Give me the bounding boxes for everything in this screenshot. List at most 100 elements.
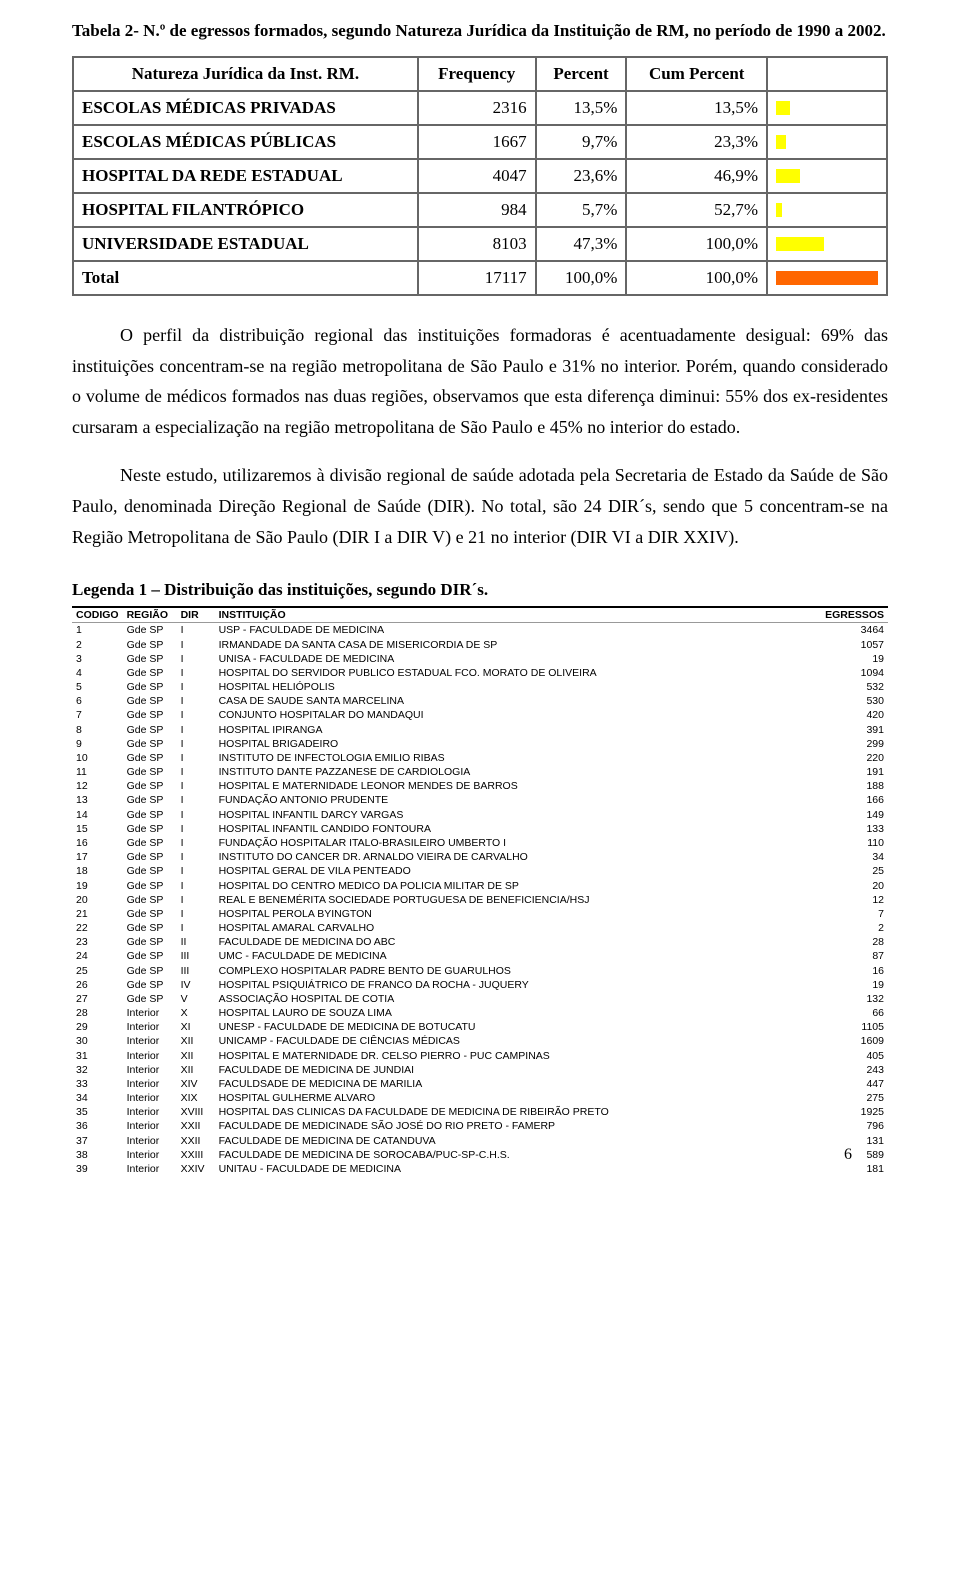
inst-cell-dir: XXII xyxy=(177,1134,215,1148)
inst-row: 11Gde SPIINSTITUTO DANTE PAZZANESE DE CA… xyxy=(72,765,888,779)
inst-cell-nome: FACULDADE DE MEDICINA DE JUNDIAI xyxy=(215,1063,821,1077)
inst-row: 34InteriorXIXHOSPITAL GULHERME ALVARO275 xyxy=(72,1091,888,1105)
inst-row: 8Gde SPIHOSPITAL IPIRANGA391 xyxy=(72,723,888,737)
inst-cell-cod: 11 xyxy=(72,765,123,779)
inst-cell-dir: I xyxy=(177,737,215,751)
inst-cell-eg: 25 xyxy=(821,864,888,878)
inst-row: 2Gde SPIIRMANDADE DA SANTA CASA DE MISER… xyxy=(72,638,888,652)
inst-cell-dir: III xyxy=(177,949,215,963)
inst-cell-reg: Gde SP xyxy=(123,822,177,836)
inst-row: 35InteriorXVIIIHOSPITAL DAS CLINICAS DA … xyxy=(72,1105,888,1119)
inst-row: 5Gde SPIHOSPITAL HELIÓPOLIS532 xyxy=(72,680,888,694)
freq-row: HOSPITAL DA REDE ESTADUAL404723,6%46,9% xyxy=(73,159,887,193)
page-number: 6 xyxy=(844,1146,852,1164)
inst-cell-dir: XI xyxy=(177,1020,215,1034)
inst-cell-nome: HOSPITAL INFANTIL CANDIDO FONTOURA xyxy=(215,822,821,836)
inst-cell-dir: I xyxy=(177,822,215,836)
inst-cell-reg: Interior xyxy=(123,1034,177,1048)
inst-row: 37InteriorXXIIFACULDADE DE MEDICINA DE C… xyxy=(72,1134,888,1148)
inst-cell-eg: 133 xyxy=(821,822,888,836)
inst-cell-dir: XIV xyxy=(177,1077,215,1091)
inst-cell-eg: 12 xyxy=(821,893,888,907)
freq-row-pct: 9,7% xyxy=(536,125,627,159)
inst-cell-cod: 28 xyxy=(72,1006,123,1020)
inst-row: 24Gde SPIIIUMC - FACULDADE DE MEDICINA87 xyxy=(72,949,888,963)
inst-cell-reg: Gde SP xyxy=(123,723,177,737)
freq-row-cum: 100,0% xyxy=(626,227,767,261)
inst-cell-nome: CONJUNTO HOSPITALAR DO MANDAQUI xyxy=(215,708,821,722)
inst-cell-nome: HOSPITAL AMARAL CARVALHO xyxy=(215,921,821,935)
inst-row: 15Gde SPIHOSPITAL INFANTIL CANDIDO FONTO… xyxy=(72,822,888,836)
inst-cell-cod: 19 xyxy=(72,879,123,893)
inst-cell-nome: ASSOCIAÇÃO HOSPITAL DE COTIA xyxy=(215,992,821,1006)
freq-row-freq: 984 xyxy=(418,193,536,227)
inst-row: 31InteriorXIIHOSPITAL E MATERNIDADE DR. … xyxy=(72,1049,888,1063)
inst-cell-nome: HOSPITAL PSIQUIÁTRICO DE FRANCO DA ROCHA… xyxy=(215,978,821,992)
inst-cell-dir: I xyxy=(177,864,215,878)
inst-cell-cod: 33 xyxy=(72,1077,123,1091)
inst-cell-reg: Gde SP xyxy=(123,680,177,694)
inst-row: 19Gde SPIHOSPITAL DO CENTRO MEDICO DA PO… xyxy=(72,879,888,893)
inst-cell-nome: HOSPITAL INFANTIL DARCY VARGAS xyxy=(215,808,821,822)
inst-cell-dir: IV xyxy=(177,978,215,992)
inst-cell-reg: Gde SP xyxy=(123,751,177,765)
inst-cell-cod: 22 xyxy=(72,921,123,935)
inst-cell-reg: Gde SP xyxy=(123,949,177,963)
inst-cell-reg: Gde SP xyxy=(123,964,177,978)
freq-row-pct: 5,7% xyxy=(536,193,627,227)
inst-cell-reg: Gde SP xyxy=(123,850,177,864)
inst-cell-cod: 16 xyxy=(72,836,123,850)
inst-row: 21Gde SPIHOSPITAL PEROLA BYINGTON7 xyxy=(72,907,888,921)
inst-cell-dir: V xyxy=(177,992,215,1006)
inst-cell-cod: 10 xyxy=(72,751,123,765)
inst-cell-reg: Gde SP xyxy=(123,836,177,850)
inst-cell-nome: HOSPITAL BRIGADEIRO xyxy=(215,737,821,751)
inst-cell-cod: 14 xyxy=(72,808,123,822)
freq-row-label: HOSPITAL DA REDE ESTADUAL xyxy=(73,159,418,193)
freq-col-cum: Cum Percent xyxy=(626,57,767,91)
inst-row: 32InteriorXIIFACULDADE DE MEDICINA DE JU… xyxy=(72,1063,888,1077)
inst-cell-eg: 243 xyxy=(821,1063,888,1077)
inst-cell-cod: 6 xyxy=(72,694,123,708)
frequency-table: Natureza Jurídica da Inst. RM. Frequency… xyxy=(72,56,888,296)
inst-cell-cod: 15 xyxy=(72,822,123,836)
inst-cell-reg: Gde SP xyxy=(123,652,177,666)
inst-cell-cod: 29 xyxy=(72,1020,123,1034)
freq-row-bar-cell xyxy=(767,125,887,159)
inst-cell-nome: COMPLEXO HOSPITALAR PADRE BENTO DE GUARU… xyxy=(215,964,821,978)
inst-col-dir: DIR xyxy=(177,607,215,623)
inst-cell-eg: 188 xyxy=(821,779,888,793)
inst-cell-dir: I xyxy=(177,793,215,807)
inst-cell-eg: 2 xyxy=(821,921,888,935)
inst-cell-dir: I xyxy=(177,751,215,765)
inst-cell-reg: Gde SP xyxy=(123,708,177,722)
inst-cell-nome: HOSPITAL E MATERNIDADE DR. CELSO PIERRO … xyxy=(215,1049,821,1063)
inst-cell-cod: 12 xyxy=(72,779,123,793)
table-title: Tabela 2- N.º de egressos formados, segu… xyxy=(72,20,888,42)
freq-row-label: UNIVERSIDADE ESTADUAL xyxy=(73,227,418,261)
inst-cell-dir: XII xyxy=(177,1034,215,1048)
inst-row: 20Gde SPIREAL E BENEMÉRITA SOCIEDADE POR… xyxy=(72,893,888,907)
inst-cell-reg: Gde SP xyxy=(123,779,177,793)
inst-row: 4Gde SPIHOSPITAL DO SERVIDOR PUBLICO EST… xyxy=(72,666,888,680)
inst-cell-reg: Gde SP xyxy=(123,864,177,878)
inst-cell-cod: 38 xyxy=(72,1148,123,1162)
inst-col-regiao: REGIÃO xyxy=(123,607,177,623)
inst-cell-nome: FACULDSADE DE MEDICINA DE MARILIA xyxy=(215,1077,821,1091)
inst-cell-eg: 530 xyxy=(821,694,888,708)
inst-row: 38InteriorXXIIIFACULDADE DE MEDICINA DE … xyxy=(72,1148,888,1162)
inst-cell-reg: Gde SP xyxy=(123,879,177,893)
inst-cell-eg: 149 xyxy=(821,808,888,822)
inst-cell-dir: I xyxy=(177,708,215,722)
inst-cell-eg: 28 xyxy=(821,935,888,949)
inst-cell-nome: UNITAU - FACULDADE DE MEDICINA xyxy=(215,1162,821,1176)
inst-cell-eg: 16 xyxy=(821,964,888,978)
freq-col-nat: Natureza Jurídica da Inst. RM. xyxy=(73,57,418,91)
inst-cell-eg: 7 xyxy=(821,907,888,921)
inst-cell-dir: XIX xyxy=(177,1091,215,1105)
inst-cell-cod: 9 xyxy=(72,737,123,751)
bar-chart-bar xyxy=(776,203,782,217)
inst-cell-eg: 131 xyxy=(821,1134,888,1148)
freq-row-label: HOSPITAL FILANTRÓPICO xyxy=(73,193,418,227)
inst-cell-nome: FACULDADE DE MEDICINA DE CATANDUVA xyxy=(215,1134,821,1148)
